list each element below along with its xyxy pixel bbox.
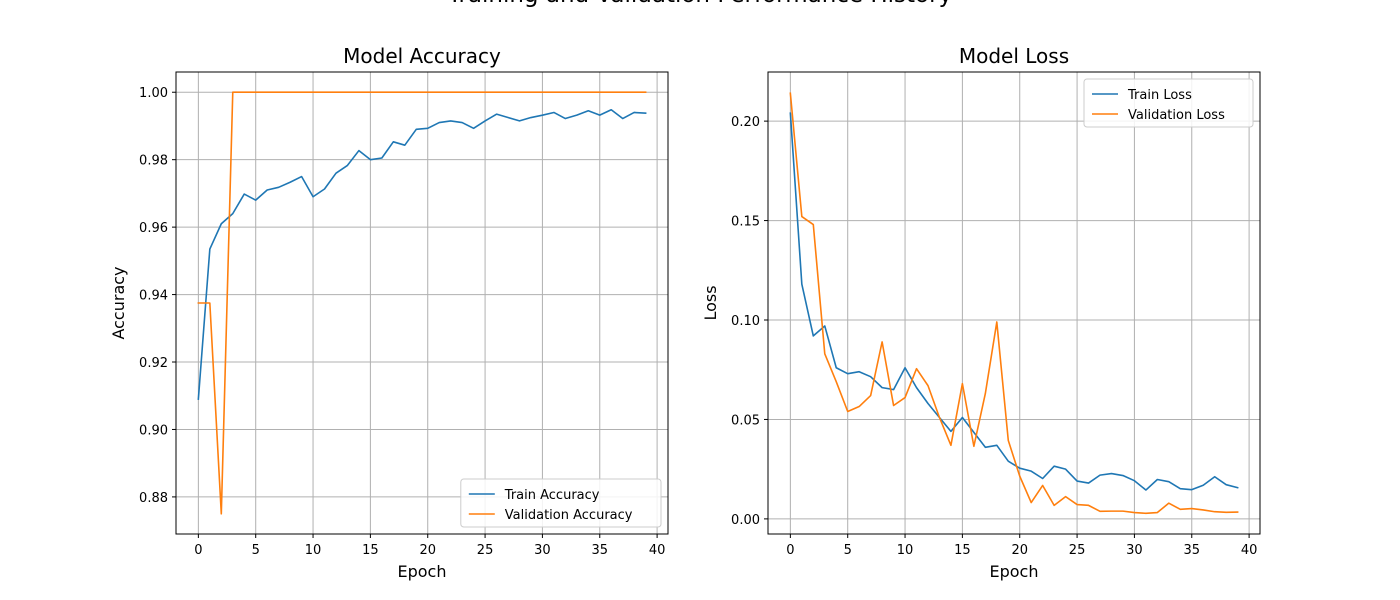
chart-1-y-tick-label-2: 0.10: [731, 314, 760, 329]
chart-1-x-tick-label-5: 25: [1069, 543, 1086, 558]
chart-0-y-tick-label-6: 1.00: [139, 86, 168, 101]
chart-1-x-tick-label-0: 0: [786, 543, 794, 558]
chart-0-legend-label-validation-accuracy: Validation Accuracy: [505, 508, 633, 523]
chart-0-y-tick-label-2: 0.92: [139, 356, 168, 371]
chart-1-y-tick-label-4: 0.20: [731, 115, 760, 130]
chart-0-x-tick-label-0: 0: [194, 543, 202, 558]
chart-0-y-tick-label-4: 0.96: [139, 221, 168, 236]
figure-suptitle: Training and Validation Performance Hist…: [447, 0, 952, 8]
chart-0-y-tick-label-3: 0.94: [139, 289, 168, 304]
chart-0-x-tick-label-4: 20: [419, 543, 436, 558]
chart-1-x-tick-label-2: 10: [897, 543, 914, 558]
chart-1-x-tick-label-7: 35: [1183, 543, 1200, 558]
chart-1-plot-frame: [767, 71, 1261, 535]
chart-1-x-tick-label-4: 20: [1011, 543, 1028, 558]
chart-1-y-tick-label-3: 0.15: [731, 215, 760, 230]
accuracy-chart-panel: 0 5 10 15 20 25 30 35 40 0.88 0.90 0.92 0.94 0.96 0.98…: [109, 44, 669, 581]
chart-0-x-tick-label-3: 15: [362, 543, 379, 558]
chart-1-y-axis-label: Loss: [701, 285, 720, 320]
chart-0-x-tick-label-7: 35: [591, 543, 608, 558]
chart-0-x-tick-label-5: 25: [477, 543, 494, 558]
chart-0-x-tick-label-6: 30: [534, 543, 551, 558]
chart-0-title: Model Accuracy: [343, 44, 501, 68]
chart-0-legend: Train Accuracy Validation Accuracy: [460, 478, 662, 528]
chart-0-series-line-validation-accuracy: [197, 91, 647, 515]
chart-0-plot-frame: [175, 71, 669, 535]
chart-1-x-axis-label: Epoch: [990, 562, 1039, 581]
chart-1-y-tick-label-1: 0.05: [731, 413, 760, 428]
chart-1-x-tick-label-3: 15: [954, 543, 971, 558]
chart-1-legend-label-validation-loss: Validation Loss: [1128, 108, 1225, 123]
chart-1-x-tick-label-8: 40: [1241, 543, 1258, 558]
chart-1-series-line-validation-loss: [789, 92, 1239, 515]
chart-0-y-tick-label-0: 0.88: [139, 491, 168, 506]
chart-0-x-tick-label-2: 10: [305, 543, 322, 558]
chart-1-legend-label-train-loss: Train Loss: [1127, 88, 1192, 103]
chart-1-legend: Train Loss Validation Loss: [1083, 78, 1254, 128]
chart-1-x-tick-label-1: 5: [844, 543, 852, 558]
chart-0-legend-frame: [460, 478, 662, 528]
chart-0-x-tick-label-1: 5: [252, 543, 260, 558]
chart-0-x-axis-label: Epoch: [398, 562, 447, 581]
chart-0-series-line-train-accuracy: [197, 108, 647, 400]
chart-0-y-axis-label: Accuracy: [109, 266, 128, 339]
loss-chart-panel: 0 5 10 15 20 25 30 35 40 0.00 0.05 0.10 0.15 0.20 Mode…: [701, 44, 1261, 581]
chart-1-y-tick-label-0: 0.00: [731, 513, 760, 528]
chart-0-x-tick-label-8: 40: [649, 543, 666, 558]
chart-1-x-tick-label-6: 30: [1126, 543, 1143, 558]
chart-0-y-tick-label-1: 0.90: [139, 423, 168, 438]
chart-1-title: Model Loss: [959, 44, 1069, 68]
chart-0-legend-label-train-accuracy: Train Accuracy: [504, 488, 600, 503]
chart-1-series-line-train-loss: [789, 112, 1239, 491]
chart-1-legend-frame: [1083, 78, 1254, 128]
chart-0-y-tick-label-5: 0.98: [139, 154, 168, 169]
